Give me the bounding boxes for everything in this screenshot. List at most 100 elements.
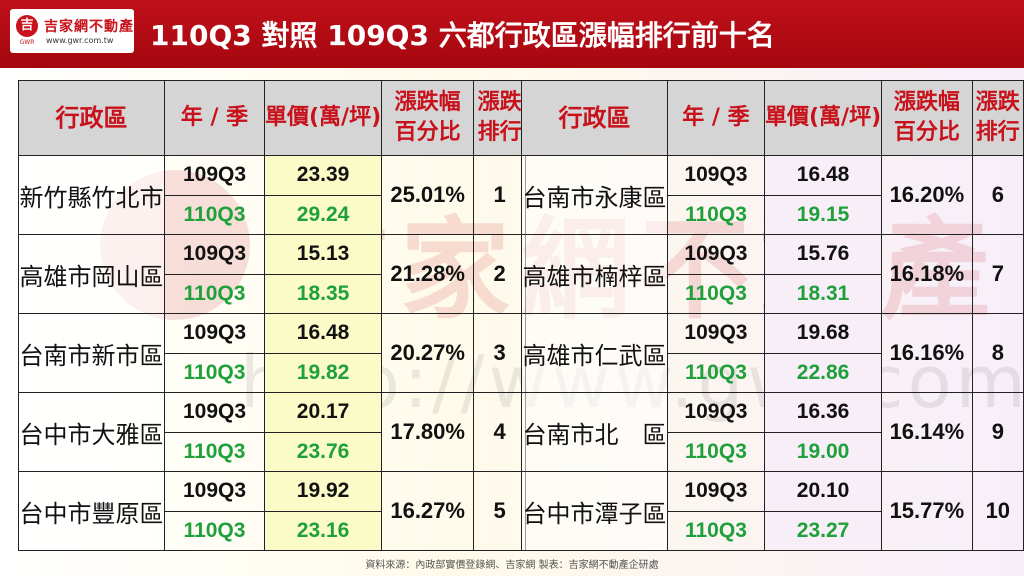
cur-price-cell: 23.16 [263,510,383,551]
table-row: 高雄市岡山區 109Q3 15.13 21.28% 2 [18,234,527,314]
cur-price-cell: 23.27 [763,510,883,551]
cur-quarter-cell: 110Q3 [164,194,265,235]
cur-price-cell: 29.24 [263,194,383,235]
district-cell: 台南市北 區 [521,392,668,472]
prev-quarter-cell: 109Q3 [666,155,765,196]
table-row: 台中市大雅區 109Q3 20.17 17.80% 4 [18,392,527,472]
table-row: 110Q3 23.16 [19,510,526,551]
cur-price-cell: 19.00 [763,431,883,472]
company-logo[interactable]: 吉 GWR 吉家網不動產 www.gwr.com.tw [10,9,134,53]
table-body-left: 新竹縣竹北市 109Q3 23.39 25.01% 1 110Q3 29.24 高雄市岡山區 1… [18,155,527,551]
prev-price-cell: 15.76 [763,234,883,275]
change-percent-cell: 16.20% [881,155,973,235]
cur-quarter-cell: 110Q3 [666,510,765,551]
table-row: 新竹縣竹北市 109Q3 23.39 25.01% 1 [18,155,527,235]
table-row: 110Q3 23.27 [522,510,1024,551]
cur-quarter-cell: 110Q3 [666,273,765,314]
col-header-year-quarter: 年 / 季 [666,80,765,156]
rank-cell: 3 [473,313,527,393]
prev-quarter-cell: 109Q3 [666,471,765,512]
table-row: 110Q3 22.86 [522,352,1024,393]
col-header-district: 行政區 [521,80,668,156]
table-row: 高雄市楠梓區 109Q3 15.76 16.18% 7 [521,234,1024,314]
col-header-rank-line2: 排行 [477,120,522,145]
prev-price-cell: 16.36 [763,392,883,433]
change-percent-cell: 25.01% [381,155,475,235]
logo-mark-sub: GWR [19,39,35,46]
cur-price-cell: 18.31 [763,273,883,314]
district-cell: 新竹縣竹北市 [18,155,165,235]
rank-cell: 5 [473,471,527,551]
table-row: 台南市永康區 109Q3 16.48 16.20% 6 [521,155,1024,235]
rank-cell: 2 [473,234,527,314]
prev-quarter-cell: 109Q3 [666,313,765,354]
logo-mark-icon: 吉 [16,15,38,37]
change-percent-cell: 21.28% [381,234,475,314]
prev-price-cell: 23.39 [263,155,383,196]
page-title: 110Q3 對照 109Q3 六都行政區漲幅排行前十名 [150,19,775,52]
table-row: 高雄市仁武區 109Q3 19.68 16.16% 8 [521,313,1024,393]
prev-quarter-cell: 109Q3 [164,313,265,354]
table-row: 台中市豐原區 109Q3 19.92 16.27% 5 [18,471,527,551]
change-percent-cell: 15.77% [881,471,973,551]
col-header-rank-line1: 漲跌 [975,90,1020,115]
rank-cell: 10 [971,471,1024,551]
table-row: 台中市潭子區 109Q3 20.10 15.77% 10 [521,471,1024,551]
cur-price-cell: 19.82 [263,352,383,393]
col-header-change-line2: 百分比 [394,120,461,145]
col-header-change: 漲跌幅 百分比 [381,80,475,156]
prev-quarter-cell: 109Q3 [164,234,265,275]
prev-price-cell: 19.92 [263,471,383,512]
cur-quarter-cell: 110Q3 [164,352,265,393]
table-row: 110Q3 18.31 [522,273,1024,314]
district-cell: 台南市永康區 [521,155,668,235]
table-row: 110Q3 23.76 [19,431,526,472]
table-row: 110Q3 18.35 [19,273,526,314]
logo-url: www.gwr.com.tw [46,36,114,45]
cur-quarter-cell: 110Q3 [666,431,765,472]
district-cell: 高雄市楠梓區 [521,234,668,314]
prev-quarter-cell: 109Q3 [164,155,265,196]
table-row: 110Q3 19.15 [522,194,1024,235]
rank-cell: 1 [473,155,527,235]
district-cell: 台中市豐原區 [18,471,165,551]
rank-cell: 4 [473,392,527,472]
cur-quarter-cell: 110Q3 [666,194,765,235]
table-header-row: 行政區 年 / 季 單價(萬/坪) 漲跌幅百分比 漲跌排行 [521,80,1024,156]
source-footer: 資料來源：內政部實價登錄網、吉家網 製表：吉家網不動產企研處 [365,560,659,571]
district-cell: 台南市新市區 [18,313,165,393]
cur-quarter-cell: 110Q3 [164,510,265,551]
table-row: 台南市新市區 109Q3 16.48 20.27% 3 [18,313,527,393]
change-percent-cell: 17.80% [381,392,475,472]
district-cell: 高雄市仁武區 [521,313,668,393]
header-bar: 吉 GWR 吉家網不動產 www.gwr.com.tw 110Q3 對照 109… [0,0,1024,68]
col-header-change-line1: 漲跌幅 [893,90,960,115]
col-header-rank-line2: 排行 [975,120,1020,145]
district-cell: 台中市大雅區 [18,392,165,472]
prev-price-cell: 16.48 [263,313,383,354]
ranking-table-left: 行政區 年 / 季 單價(萬/坪) 漲跌幅 百分比 漲跌 排行 新竹縣竹北市 109Q… [18,80,527,551]
cur-price-cell: 19.15 [763,194,883,235]
col-header-rank: 漲跌 排行 [971,80,1024,156]
logo-name: 吉家網不動產 [44,19,134,35]
prev-quarter-cell: 109Q3 [164,471,265,512]
col-header-year-quarter: 年 / 季 [164,80,265,156]
prev-quarter-cell: 109Q3 [666,392,765,433]
rank-cell: 9 [971,392,1024,472]
cur-quarter-cell: 110Q3 [164,431,265,472]
col-header-unit-price: 單價(萬/坪) [763,80,883,156]
cur-price-cell: 23.76 [263,431,383,472]
prev-price-cell: 16.48 [763,155,883,196]
table-header-row: 行政區 年 / 季 單價(萬/坪) 漲跌幅 百分比 漲跌 排行 [18,80,527,156]
district-cell: 高雄市岡山區 [18,234,165,314]
cur-price-cell: 18.35 [263,273,383,314]
change-percent-cell: 20.27% [381,313,475,393]
cur-quarter-cell: 110Q3 [164,273,265,314]
col-header-rank-line1: 漲跌 [477,90,522,115]
col-header-change-line2: 百分比 [893,120,960,145]
cur-price-cell: 22.86 [763,352,883,393]
prev-quarter-cell: 109Q3 [164,392,265,433]
table-body-right: 台南市永康區 109Q3 16.48 16.20% 6 110Q3 19.15 高雄市楠梓區 1… [521,155,1024,551]
cur-quarter-cell: 110Q3 [666,352,765,393]
rank-cell: 7 [971,234,1024,314]
